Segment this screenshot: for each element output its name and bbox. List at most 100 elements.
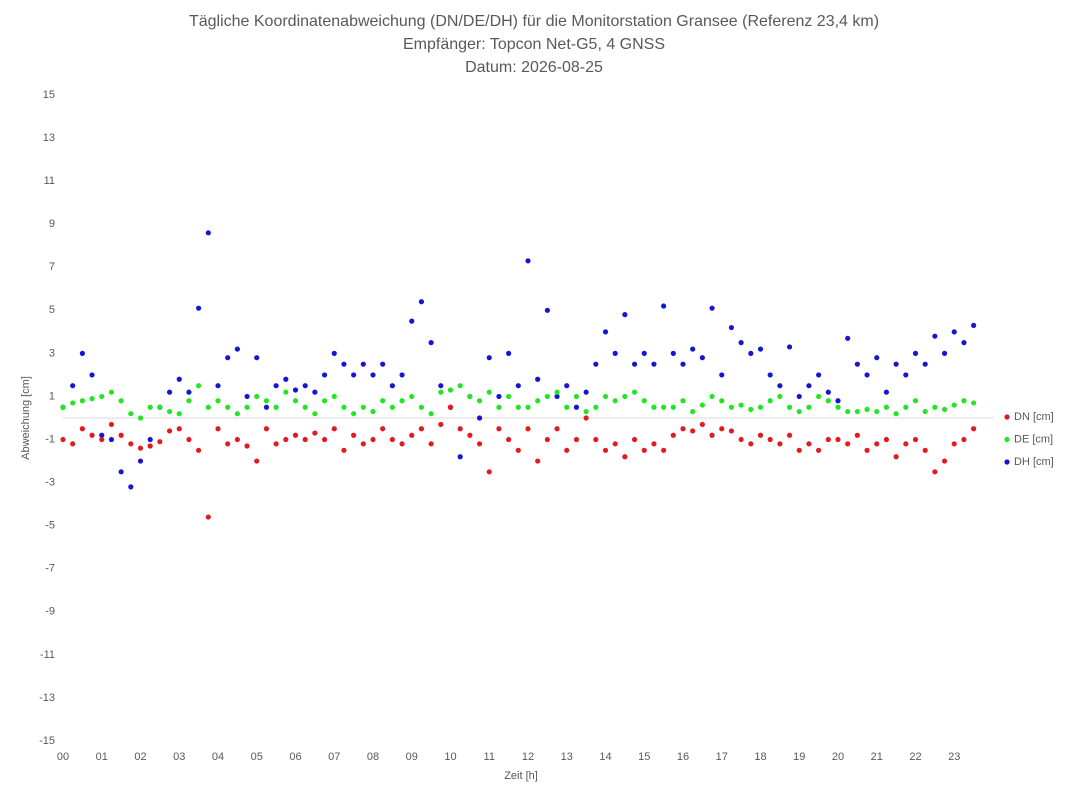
point	[70, 441, 76, 447]
point	[757, 404, 764, 410]
point	[283, 389, 289, 395]
x-tick-label: 23	[948, 751, 960, 763]
point	[874, 441, 880, 447]
y-axis-label: Abweichung [cm]	[20, 376, 32, 460]
point	[196, 305, 202, 311]
point	[864, 406, 870, 412]
point	[225, 355, 231, 361]
point	[108, 389, 115, 395]
point	[234, 346, 240, 352]
y-tick-label: 7	[49, 261, 55, 273]
point	[854, 432, 860, 438]
point	[738, 402, 744, 408]
point	[651, 441, 657, 447]
point	[893, 361, 899, 367]
point	[399, 372, 405, 378]
point	[564, 383, 570, 389]
point	[961, 398, 967, 404]
y-tick-label: -13	[39, 692, 55, 704]
point	[225, 404, 231, 410]
point	[292, 432, 299, 438]
point	[806, 383, 812, 389]
point	[651, 361, 657, 367]
point	[486, 389, 492, 395]
point	[816, 372, 822, 378]
y-tick-label: -1	[45, 433, 55, 445]
point	[399, 398, 405, 404]
point	[389, 436, 395, 443]
point	[961, 340, 967, 346]
point	[690, 428, 696, 434]
point	[631, 361, 638, 367]
point	[854, 408, 860, 415]
point	[79, 398, 85, 404]
point	[738, 436, 744, 443]
point	[418, 426, 425, 432]
point	[331, 426, 337, 432]
point	[409, 432, 415, 438]
point	[380, 398, 386, 404]
point	[321, 372, 328, 378]
point	[767, 372, 773, 378]
point	[951, 402, 957, 408]
legend-marker	[1004, 414, 1010, 420]
y-tick-label: 3	[49, 347, 55, 359]
point	[544, 436, 550, 443]
point	[922, 361, 928, 367]
point	[486, 469, 492, 475]
point	[796, 447, 802, 453]
point	[70, 400, 76, 406]
chart-subtitle: Datum: 2026-08-25	[465, 59, 603, 76]
x-tick-label: 18	[754, 751, 766, 763]
point	[825, 436, 831, 443]
point	[137, 445, 144, 451]
point	[661, 447, 667, 453]
point	[506, 350, 512, 356]
point	[360, 404, 366, 410]
point	[79, 426, 85, 432]
point	[515, 404, 521, 410]
point	[331, 393, 337, 400]
point	[99, 393, 105, 400]
point	[690, 346, 696, 352]
point	[496, 404, 502, 410]
point	[651, 404, 657, 410]
point	[583, 389, 589, 395]
point	[389, 383, 395, 389]
point	[496, 393, 502, 400]
point	[457, 383, 463, 389]
x-tick-label: 21	[871, 751, 883, 763]
point	[128, 441, 134, 447]
point	[186, 398, 192, 404]
point	[544, 307, 550, 313]
point	[728, 404, 735, 410]
point	[467, 393, 473, 400]
point	[690, 408, 696, 415]
point	[622, 454, 628, 460]
point	[137, 415, 144, 421]
point	[166, 408, 173, 415]
point	[612, 398, 618, 404]
point	[389, 404, 395, 410]
point	[593, 404, 599, 410]
legend-label: DN [cm]	[1014, 411, 1054, 423]
point	[971, 426, 977, 432]
point	[515, 383, 521, 389]
point	[583, 415, 589, 421]
point	[709, 432, 715, 438]
point	[370, 408, 376, 415]
point	[670, 432, 676, 438]
point	[864, 372, 870, 378]
point	[903, 372, 909, 378]
point	[883, 436, 890, 443]
point	[244, 443, 250, 449]
point	[341, 447, 347, 453]
point	[535, 376, 541, 382]
point	[602, 329, 609, 335]
legend-label: DE [cm]	[1014, 433, 1053, 445]
point	[525, 258, 531, 264]
point	[283, 436, 289, 443]
point	[777, 441, 783, 447]
point	[128, 484, 134, 490]
